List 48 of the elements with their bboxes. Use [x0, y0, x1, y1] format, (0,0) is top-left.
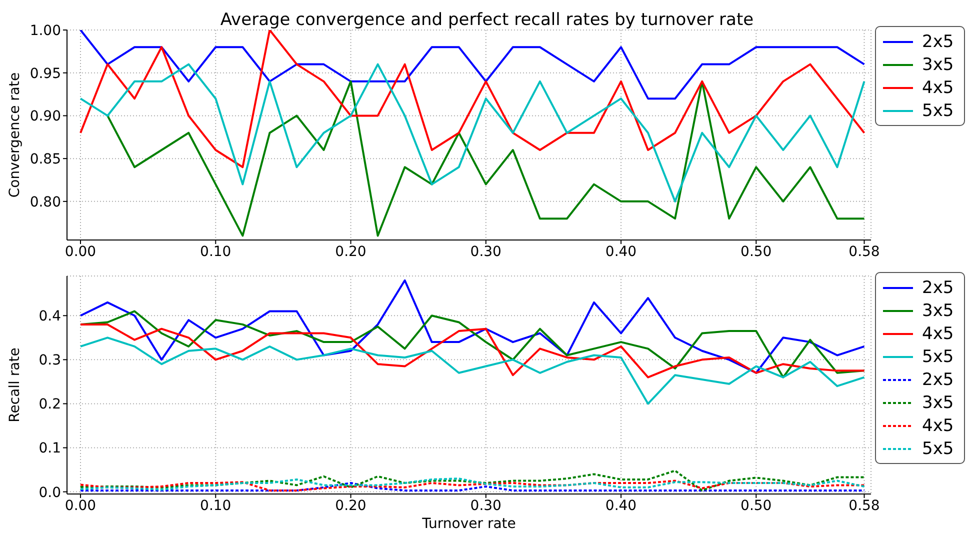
line-series — [80, 30, 866, 100]
x-tick-label: 0.50 — [740, 498, 772, 514]
legend-label: 4x5 — [922, 78, 954, 98]
x-tick-label: 0.10 — [200, 498, 232, 514]
x-tick-label: 0.58 — [848, 244, 880, 260]
y-tick-label: 1.00 — [30, 22, 61, 39]
legend-label: 3x5 — [922, 300, 954, 320]
legend-label: 2x5 — [922, 278, 954, 298]
y-tick-label: 0.1 — [38, 440, 61, 457]
legend-label: 2x5 — [922, 370, 954, 390]
y-tick-label: 0.80 — [30, 194, 61, 210]
y-tick-label: 0.0 — [38, 484, 61, 501]
legend-label: 5x5 — [922, 438, 954, 458]
legend-label: 4x5 — [922, 416, 954, 436]
x-tick-label: 0.40 — [605, 244, 637, 260]
x-tick-label: 0.10 — [200, 244, 232, 260]
y-tick-label: 0.90 — [30, 108, 61, 125]
y-tick-label: 0.4 — [38, 308, 62, 325]
x-tick-label: 0.20 — [335, 498, 366, 514]
x-tick-label: 0.00 — [64, 498, 96, 514]
y-tick-label: 0.2 — [38, 396, 61, 413]
line-series — [80, 336, 866, 405]
y-tick-label: 0.95 — [30, 66, 61, 82]
x-tick-label: 0.30 — [470, 498, 502, 514]
line-series — [80, 30, 866, 168]
x-tick-label: 0.20 — [335, 244, 366, 260]
y-tick-label: 0.3 — [38, 352, 61, 369]
legend-label: 3x5 — [922, 392, 954, 412]
legend-label: 5x5 — [922, 100, 954, 120]
line-series — [80, 323, 866, 378]
x-tick-label: 0.30 — [470, 244, 502, 260]
x-tick-label: 0.40 — [605, 498, 637, 514]
legend-label: 3x5 — [922, 54, 954, 74]
y-axis-title: Recall rate — [6, 348, 23, 422]
x-axis-title: Turnover rate — [421, 516, 516, 532]
legend-label: 5x5 — [922, 346, 954, 366]
legend-label: 2x5 — [922, 32, 954, 52]
legend-label: 4x5 — [922, 324, 954, 344]
x-tick-label: 0.58 — [848, 498, 880, 514]
line-series — [80, 63, 866, 202]
chart-title: Average convergence and perfect recall rates by turnover rate — [219, 10, 755, 30]
line-series — [106, 80, 866, 237]
y-tick-label: 0.85 — [30, 152, 61, 168]
x-tick-label: 0.50 — [740, 244, 772, 260]
x-tick-label: 0.00 — [64, 244, 96, 260]
line-series — [80, 470, 866, 492]
y-axis-title: Convergence rate — [6, 72, 23, 198]
line-series — [80, 279, 866, 374]
